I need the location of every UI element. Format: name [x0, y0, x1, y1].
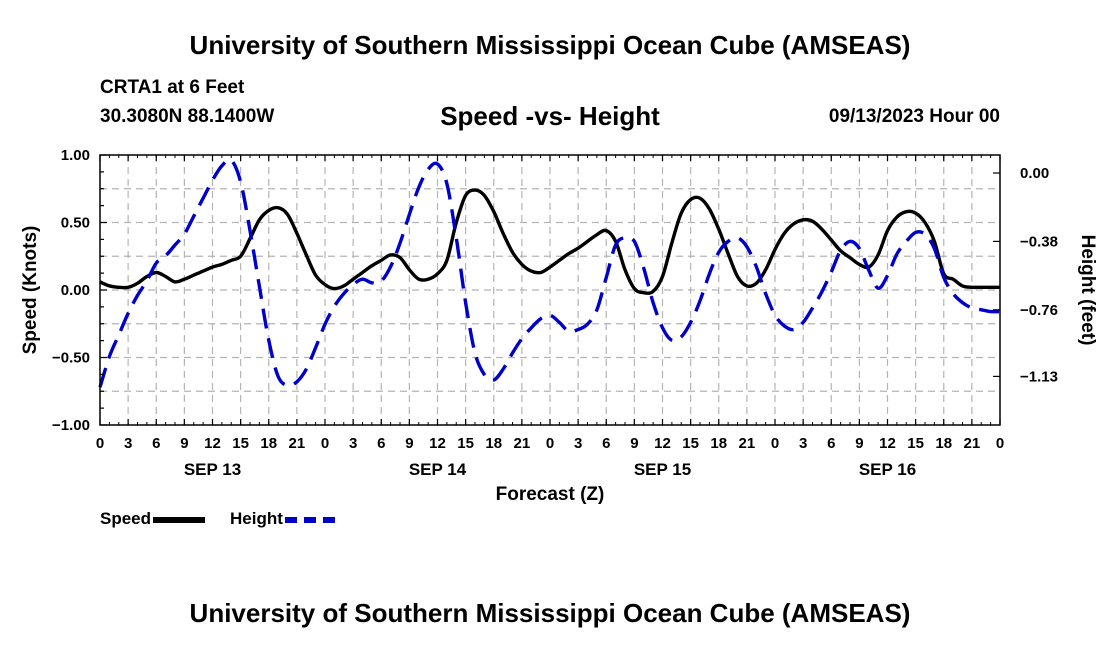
x-tick-label: 6	[377, 435, 385, 452]
legend-speed-label: Speed	[100, 509, 152, 528]
legend-height-label: Height	[230, 509, 283, 528]
y-tick-label: 0.00	[61, 282, 90, 299]
x-tick-label: 0	[546, 435, 554, 452]
x-tick-label: 15	[457, 435, 474, 452]
x-tick-label: 3	[799, 435, 807, 452]
footer-title: University of Southern Mississippi Ocean…	[189, 598, 911, 628]
x-tick-label: 0	[771, 435, 779, 452]
x-tick-label: 15	[232, 435, 249, 452]
axes: 0 3 6 9 12 15 18 21 0 3 6 9 12 15 18 21 0 3 6 9 12 15 18 21 0 3 6 9…	[52, 147, 1058, 479]
y-tick-label: −1.00	[52, 417, 90, 434]
day-label: SEP 16	[859, 460, 916, 479]
x-tick-label: 21	[739, 435, 756, 452]
legend-speed: Speed	[100, 509, 206, 529]
x-tick-label: 0	[996, 435, 1004, 452]
x-tick-label: 18	[485, 435, 502, 452]
x-tick-label: 3	[349, 435, 357, 452]
forecast-datetime: 09/13/2023 Hour 00	[828, 106, 1000, 127]
x-tick-label: 15	[682, 435, 699, 452]
x-tick-label: 18	[710, 435, 727, 452]
legend-height-swatch	[284, 516, 335, 523]
y-tick-label: 0.50	[61, 215, 90, 232]
y2-axis-label: Height (feet)	[1077, 235, 1098, 346]
coordinates-label: 30.3080N 88.1400W	[100, 106, 275, 127]
x-tick-label: 15	[907, 435, 924, 452]
x-tick-label: 9	[630, 435, 638, 452]
height-series-line	[98, 157, 1001, 388]
chart-subtitle: Speed -vs- Height	[440, 101, 660, 131]
x-tick-label: 21	[514, 435, 531, 452]
x-tick-label: 12	[879, 435, 896, 452]
x-axis-label: Forecast (Z)	[496, 484, 605, 505]
day-label: SEP 14	[409, 460, 467, 479]
y-tick-label: −0.50	[52, 350, 90, 367]
y2-tick-label: −0.76	[1020, 302, 1058, 319]
x-tick-label: 0	[96, 435, 104, 452]
series-lines	[98, 157, 1001, 388]
x-tick-label: 9	[405, 435, 413, 452]
x-tick-label: 3	[124, 435, 132, 452]
x-tick-label: 6	[152, 435, 160, 452]
x-tick-label: 9	[180, 435, 188, 452]
legend-height: Height	[230, 509, 335, 529]
y-tick-label: 1.00	[61, 147, 90, 164]
day-label: SEP 13	[184, 460, 241, 479]
x-tick-label: 21	[289, 435, 306, 452]
x-tick-label: 21	[964, 435, 981, 452]
legend-speed-swatch	[153, 516, 206, 523]
x-tick-label: 9	[855, 435, 863, 452]
grid-lines	[100, 155, 1000, 425]
y2-tick-label: −1.13	[1020, 368, 1058, 385]
x-tick-label: 12	[429, 435, 446, 452]
x-tick-label: 18	[260, 435, 277, 452]
x-tick-label: 18	[935, 435, 952, 452]
y2-tick-label: −0.38	[1020, 233, 1058, 250]
x-tick-label: 12	[654, 435, 671, 452]
x-tick-label: 0	[321, 435, 329, 452]
station-label: CRTA1 at 6 Feet	[100, 77, 245, 98]
x-tick-label: 12	[204, 435, 221, 452]
page-title: University of Southern Mississippi Ocean…	[189, 30, 911, 60]
x-tick-label: 6	[827, 435, 835, 452]
y-axis-label: Speed (Knots)	[20, 226, 41, 355]
x-tick-label: 6	[602, 435, 610, 452]
x-tick-label: 3	[574, 435, 582, 452]
y2-tick-label: 0.00	[1020, 165, 1049, 182]
day-label: SEP 15	[634, 460, 691, 479]
